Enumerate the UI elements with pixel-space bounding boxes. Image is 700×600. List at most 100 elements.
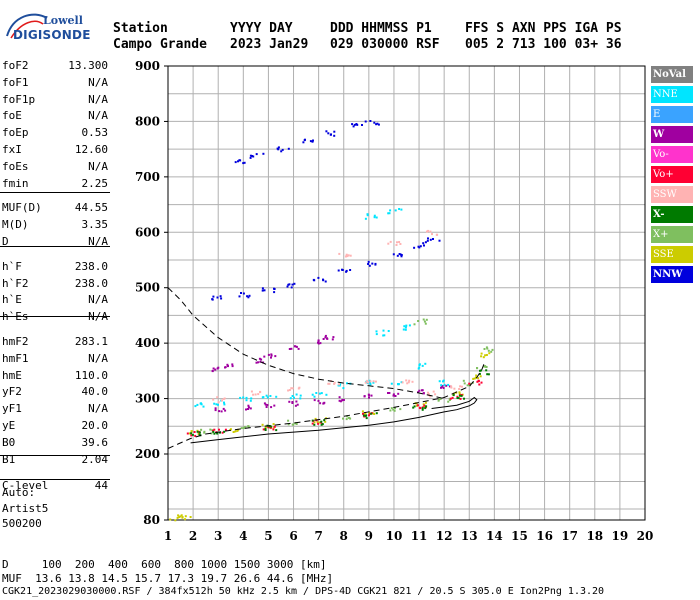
data-point-xplus (292, 423, 295, 426)
param-value: N/A (88, 75, 108, 89)
data-point-w (214, 409, 217, 412)
data-point-ssw (396, 241, 398, 244)
param-label: MUF(D) (2, 201, 42, 215)
data-point-nnw (219, 295, 222, 298)
param-value: 3.35 (81, 218, 109, 232)
data-point-nne (239, 396, 242, 399)
data-point-nne (366, 214, 369, 217)
data-point-w (227, 365, 229, 368)
data-point-voplus (272, 428, 275, 431)
param-separator (0, 455, 110, 456)
data-point-nnw (287, 147, 290, 150)
data-point-nnw (438, 239, 441, 242)
param-value: 238.0 (74, 276, 108, 290)
data-point-nnw (352, 125, 355, 128)
data-point-ssw (399, 243, 402, 245)
data-point-ssw (411, 380, 414, 383)
data-point-w (273, 404, 276, 407)
data-point-w (322, 402, 325, 405)
data-point-nne (299, 394, 302, 397)
data-point-w (263, 355, 266, 358)
data-point-nne (342, 387, 345, 390)
data-point-nnw (238, 295, 241, 298)
data-point-nnw (261, 287, 264, 290)
data-point-nne (202, 405, 205, 408)
header-settings-label: FFS S AXN PPS IGA PS (465, 21, 622, 36)
data-point-nne (440, 384, 443, 387)
data-point-nne (398, 208, 401, 210)
data-point-nnw (311, 140, 314, 143)
data-point-nnw (246, 295, 249, 298)
data-point-xminus (264, 427, 267, 430)
legend-item-nne: NNE (651, 86, 693, 103)
autoscaling-label: Auto: (2, 486, 36, 499)
logo-top-text: Lowell (43, 14, 83, 27)
data-point-sse (264, 426, 267, 429)
data-point-voplus (213, 428, 216, 431)
data-point-w (260, 358, 263, 361)
data-point-nnw (255, 153, 258, 156)
electron-density-profile-line (190, 396, 478, 444)
param-label: h`F (2, 259, 22, 273)
data-point-voplus (459, 397, 462, 400)
data-point-xplus (447, 400, 450, 403)
data-point-ssw (344, 255, 347, 258)
data-point-xminus (264, 429, 267, 431)
data-point-sse (272, 423, 275, 426)
data-point-xplus (483, 348, 486, 350)
x-tick-label: 9 (365, 529, 373, 543)
data-point-xplus (294, 422, 297, 425)
data-point-xplus (491, 348, 494, 351)
data-point-sse (479, 375, 482, 378)
data-point-xplus (394, 407, 396, 410)
data-point-sse (473, 377, 476, 380)
data-point-ssw (288, 389, 291, 391)
param-label: hmF2 (2, 334, 29, 348)
data-point-nnw (413, 246, 416, 249)
param-row: h`F 238.0 (0, 259, 110, 276)
data-point-ssw (254, 393, 257, 396)
data-point-sse (482, 356, 485, 359)
data-point-ssw (432, 390, 435, 393)
data-point-nnw (312, 139, 314, 142)
data-point-nne (242, 396, 245, 399)
data-point-nne (364, 217, 367, 220)
data-point-xplus (424, 322, 427, 325)
x-tick-label: 5 (264, 529, 272, 543)
param-label: h`F2 (2, 276, 29, 290)
data-point-sse (484, 354, 487, 357)
data-point-sse (424, 401, 427, 404)
data-point-w (317, 342, 320, 345)
data-point-nne (315, 392, 318, 394)
param-label: D (2, 234, 9, 248)
data-point-xplus (392, 408, 395, 411)
data-point-nne (299, 397, 302, 400)
data-point-nnw (396, 254, 399, 257)
data-point-nnw (293, 282, 296, 285)
data-point-w (224, 409, 227, 412)
data-point-sse (373, 413, 376, 415)
x-tick-label: 7 (314, 529, 322, 543)
data-point-xminus (457, 397, 460, 400)
data-point-xplus (242, 427, 245, 430)
data-point-nnw (211, 298, 214, 301)
data-point-nnw (355, 123, 358, 125)
data-point-ssw (389, 240, 392, 243)
param-value: N/A (88, 402, 108, 416)
data-point-w (231, 365, 234, 368)
data-point-xplus (342, 417, 344, 420)
data-point-xplus (390, 407, 393, 410)
x-tick-label: 1 (164, 529, 172, 543)
data-point-ssw (290, 387, 293, 390)
data-point-xplus (210, 432, 213, 435)
data-point-w (231, 363, 234, 366)
data-point-voplus (267, 426, 270, 429)
data-point-sse (455, 391, 458, 394)
data-point-voplus (273, 425, 276, 428)
param-label: h`E (2, 293, 22, 307)
data-point-nnw (427, 237, 429, 240)
data-point-xplus (244, 426, 247, 429)
data-point-sse (477, 377, 480, 380)
data-point-xplus (448, 397, 451, 400)
data-point-sse (488, 352, 491, 355)
